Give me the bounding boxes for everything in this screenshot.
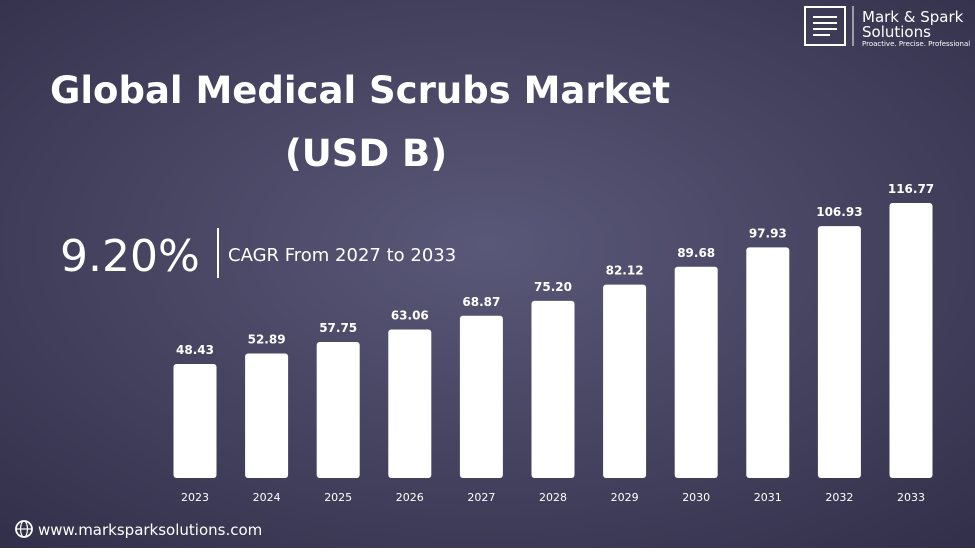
brand-name: Mark & Spark — [862, 8, 964, 26]
bar — [603, 284, 647, 478]
cagr-text: CAGR From 2027 to 2033 — [228, 245, 456, 266]
bar — [173, 363, 217, 478]
chart-title: Global Medical Scrubs Market — [50, 69, 670, 112]
x-tick-label: 2030 — [682, 491, 710, 504]
value-label: 97.93 — [749, 226, 787, 240]
value-label: 63.06 — [391, 308, 429, 322]
bar — [889, 203, 933, 478]
value-label: 57.75 — [319, 321, 357, 335]
bar — [316, 341, 360, 478]
x-tick-label: 2025 — [324, 491, 352, 504]
website: www.marksparksolutions.com — [38, 521, 262, 539]
value-label: 48.43 — [176, 343, 214, 357]
brand-name: Solutions — [862, 23, 931, 41]
value-label: 89.68 — [677, 246, 715, 260]
value-label: 82.12 — [606, 264, 644, 278]
cagr-value: 9.20% — [60, 231, 200, 282]
x-tick-label: 2028 — [539, 491, 567, 504]
x-tick-label: 2031 — [754, 491, 782, 504]
bar — [674, 266, 718, 478]
x-tick-label: 2024 — [253, 491, 281, 504]
value-label: 106.93 — [816, 205, 862, 219]
bar — [459, 315, 503, 478]
value-label: 116.77 — [888, 182, 934, 196]
bar — [388, 329, 432, 478]
logo-icon — [804, 6, 846, 46]
bar — [245, 353, 289, 478]
x-tick-label: 2032 — [825, 491, 853, 504]
value-label: 68.87 — [462, 295, 500, 309]
value-label: 75.20 — [534, 280, 572, 294]
logo-lines — [813, 16, 837, 36]
bar — [746, 247, 790, 478]
x-tick-label: 2027 — [467, 491, 495, 504]
x-tick-label: 2029 — [611, 491, 639, 504]
x-tick-label: 2033 — [897, 491, 925, 504]
x-tick-label: 2026 — [396, 491, 424, 504]
value-label: 52.89 — [248, 332, 286, 346]
x-tick-label: 2023 — [181, 491, 209, 504]
chart-subtitle: (USD B) — [285, 132, 447, 175]
bar — [817, 226, 861, 478]
bar — [531, 300, 575, 478]
brand-tagline: Proactive. Precise. Professional — [862, 40, 970, 48]
